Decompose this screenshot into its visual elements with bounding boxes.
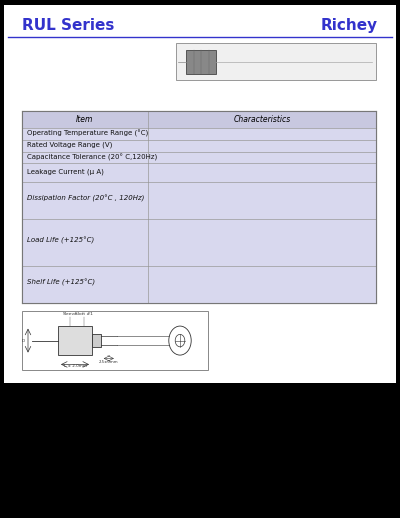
Bar — [22, 164, 376, 182]
Bar — [22, 152, 376, 164]
Text: Capacitance Tolerance (20° C,120Hz): Capacitance Tolerance (20° C,120Hz) — [27, 153, 157, 161]
Text: Characteristics: Characteristics — [233, 116, 290, 124]
Text: Sleeve: Sleeve — [62, 312, 77, 316]
Text: Shelf Life (+125°C): Shelf Life (+125°C) — [27, 279, 95, 286]
Bar — [4, 5, 396, 383]
Text: D: D — [22, 339, 25, 342]
Text: Leakage Current (μ A): Leakage Current (μ A) — [27, 168, 104, 175]
Bar — [22, 128, 376, 140]
Bar — [22, 140, 376, 152]
Text: Load Life (+125°C): Load Life (+125°C) — [27, 237, 94, 244]
Text: Richey: Richey — [321, 18, 378, 33]
Bar — [22, 266, 376, 303]
Text: Item: Item — [76, 116, 94, 124]
Bar — [58, 326, 92, 355]
Bar — [92, 334, 101, 347]
Text: Dissipation Factor (20°C , 120Hz): Dissipation Factor (20°C , 120Hz) — [27, 195, 144, 202]
Text: L ± 2.0mm: L ± 2.0mm — [64, 364, 86, 368]
Text: Slott #1: Slott #1 — [74, 312, 92, 316]
Bar — [22, 111, 376, 303]
Bar — [22, 311, 208, 370]
Text: Operating Temperature Range (°C): Operating Temperature Range (°C) — [27, 130, 148, 137]
Text: Rated Voltage Range (V): Rated Voltage Range (V) — [27, 142, 112, 149]
Bar — [186, 50, 216, 74]
Text: RUL Series: RUL Series — [22, 18, 114, 33]
Bar — [22, 111, 376, 128]
Text: 2.5±0mm: 2.5±0mm — [99, 360, 119, 364]
Bar — [22, 182, 376, 219]
Bar — [22, 219, 376, 266]
Bar — [176, 43, 376, 80]
